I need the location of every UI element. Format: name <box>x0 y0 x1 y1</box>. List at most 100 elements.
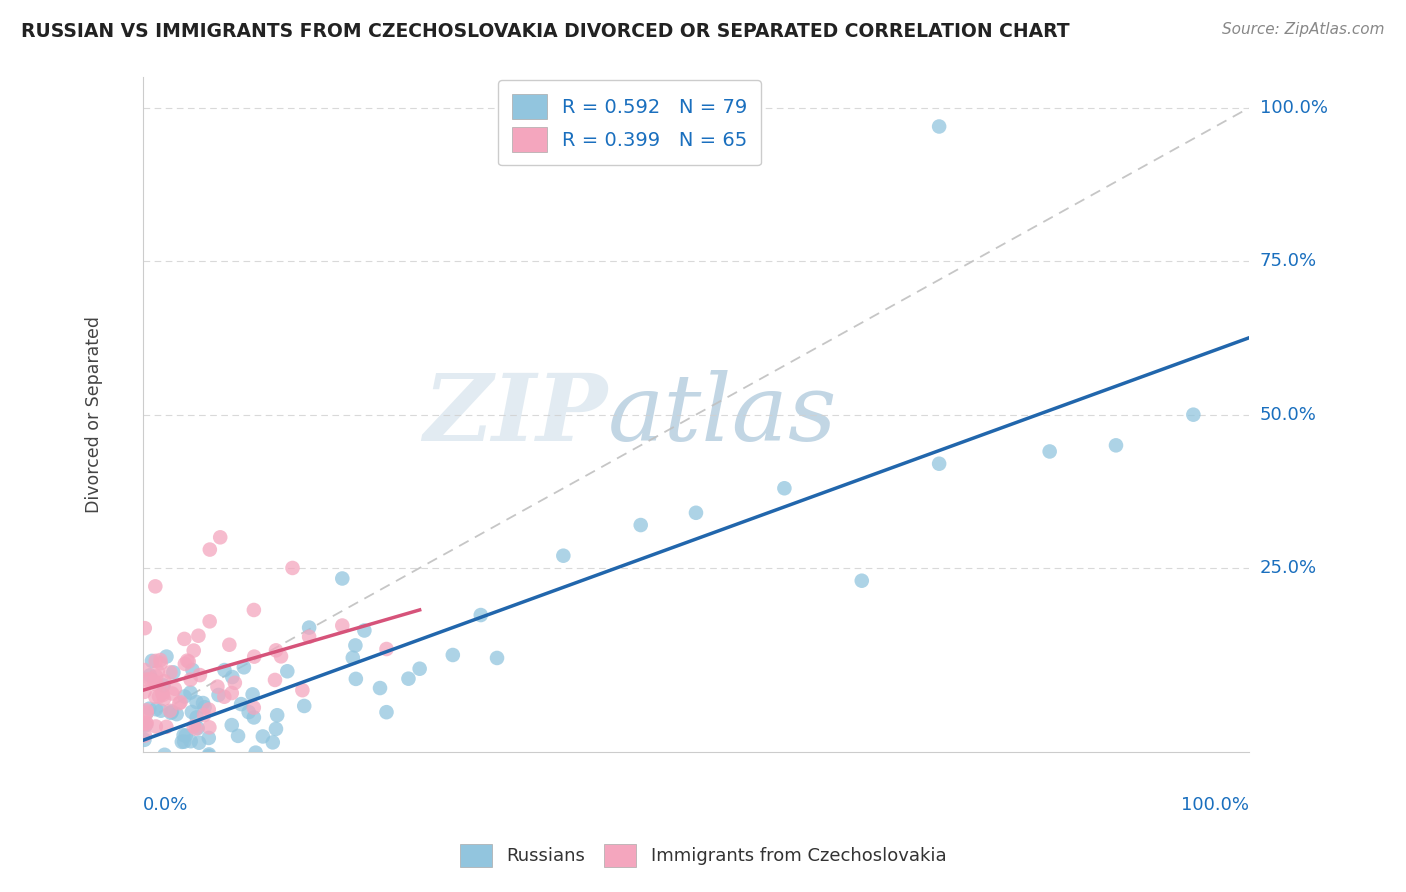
Point <box>173 735 195 749</box>
Point <box>264 673 287 687</box>
Point <box>149 704 172 718</box>
Point <box>173 657 195 671</box>
Point <box>221 670 243 684</box>
Point <box>135 706 157 720</box>
Point <box>630 518 652 533</box>
Point <box>344 639 367 653</box>
Point <box>160 705 183 719</box>
Point <box>1105 438 1128 452</box>
Point <box>292 698 315 713</box>
Point <box>177 655 200 669</box>
Point <box>145 669 167 683</box>
Point <box>198 615 221 629</box>
Point <box>1182 408 1205 422</box>
Point <box>270 649 292 664</box>
Point <box>276 665 298 679</box>
Point <box>139 672 162 686</box>
Point <box>198 720 221 734</box>
Text: atlas: atlas <box>607 369 837 459</box>
Point <box>197 702 219 716</box>
Point <box>166 707 188 722</box>
Point <box>179 685 201 699</box>
Text: Divorced or Separated: Divorced or Separated <box>84 316 103 513</box>
Point <box>180 734 202 748</box>
Point <box>214 690 236 704</box>
Point <box>202 758 225 772</box>
Point <box>134 732 156 747</box>
Text: 0.0%: 0.0% <box>143 796 188 814</box>
Point <box>169 695 191 709</box>
Point <box>262 735 284 749</box>
Point <box>135 716 157 731</box>
Point <box>134 685 156 699</box>
Point <box>149 657 172 671</box>
Point <box>143 674 166 689</box>
Point <box>218 638 240 652</box>
Point <box>398 672 420 686</box>
Point <box>187 721 209 735</box>
Text: 75.0%: 75.0% <box>1260 252 1317 270</box>
Point <box>176 654 198 668</box>
Point <box>173 632 195 646</box>
Point <box>246 764 269 778</box>
Text: 25.0%: 25.0% <box>1260 559 1317 577</box>
Point <box>197 731 219 745</box>
Point <box>232 660 254 674</box>
Point <box>186 710 208 724</box>
Point <box>145 677 167 691</box>
Point <box>143 579 166 593</box>
Point <box>238 705 260 719</box>
Point <box>153 674 176 689</box>
Point <box>1039 444 1062 458</box>
Text: Source: ZipAtlas.com: Source: ZipAtlas.com <box>1222 22 1385 37</box>
Point <box>291 683 314 698</box>
Point <box>242 687 264 701</box>
Point <box>143 690 166 704</box>
Point <box>264 643 287 657</box>
Text: RUSSIAN VS IMMIGRANTS FROM CZECHOSLOVAKIA DIVORCED OR SEPARATED CORRELATION CHAR: RUSSIAN VS IMMIGRANTS FROM CZECHOSLOVAKI… <box>21 22 1070 41</box>
Legend: R = 0.592   N = 79, R = 0.399   N = 65: R = 0.592 N = 79, R = 0.399 N = 65 <box>498 80 761 165</box>
Point <box>243 649 266 664</box>
Point <box>207 680 229 694</box>
Point <box>245 746 267 760</box>
Point <box>183 719 205 733</box>
Point <box>191 696 214 710</box>
Point <box>153 747 176 762</box>
Point <box>173 728 195 742</box>
Point <box>298 630 321 644</box>
Point <box>486 651 509 665</box>
Point <box>254 764 277 778</box>
Point <box>252 730 274 744</box>
Point <box>186 695 208 709</box>
Point <box>159 704 181 718</box>
Point <box>134 621 156 635</box>
Point <box>188 736 211 750</box>
Point <box>135 673 157 687</box>
Text: 100.0%: 100.0% <box>1181 796 1249 814</box>
Point <box>155 649 177 664</box>
Point <box>243 603 266 617</box>
Point <box>141 654 163 668</box>
Point <box>187 629 209 643</box>
Point <box>139 668 162 682</box>
Point <box>162 686 184 700</box>
Point <box>243 700 266 714</box>
Point <box>194 700 217 714</box>
Point <box>264 722 287 736</box>
Point <box>139 756 162 771</box>
Text: ZIP: ZIP <box>423 369 607 459</box>
Point <box>353 624 375 638</box>
Point <box>145 702 167 716</box>
Point <box>188 668 211 682</box>
Point <box>146 665 169 679</box>
Point <box>773 481 796 495</box>
Point <box>134 716 156 731</box>
Point <box>134 663 156 677</box>
Point <box>266 708 288 723</box>
Point <box>180 705 202 719</box>
Point <box>470 608 492 623</box>
Point <box>851 574 873 588</box>
Point <box>162 665 184 680</box>
Point <box>344 672 367 686</box>
Point <box>180 673 202 687</box>
